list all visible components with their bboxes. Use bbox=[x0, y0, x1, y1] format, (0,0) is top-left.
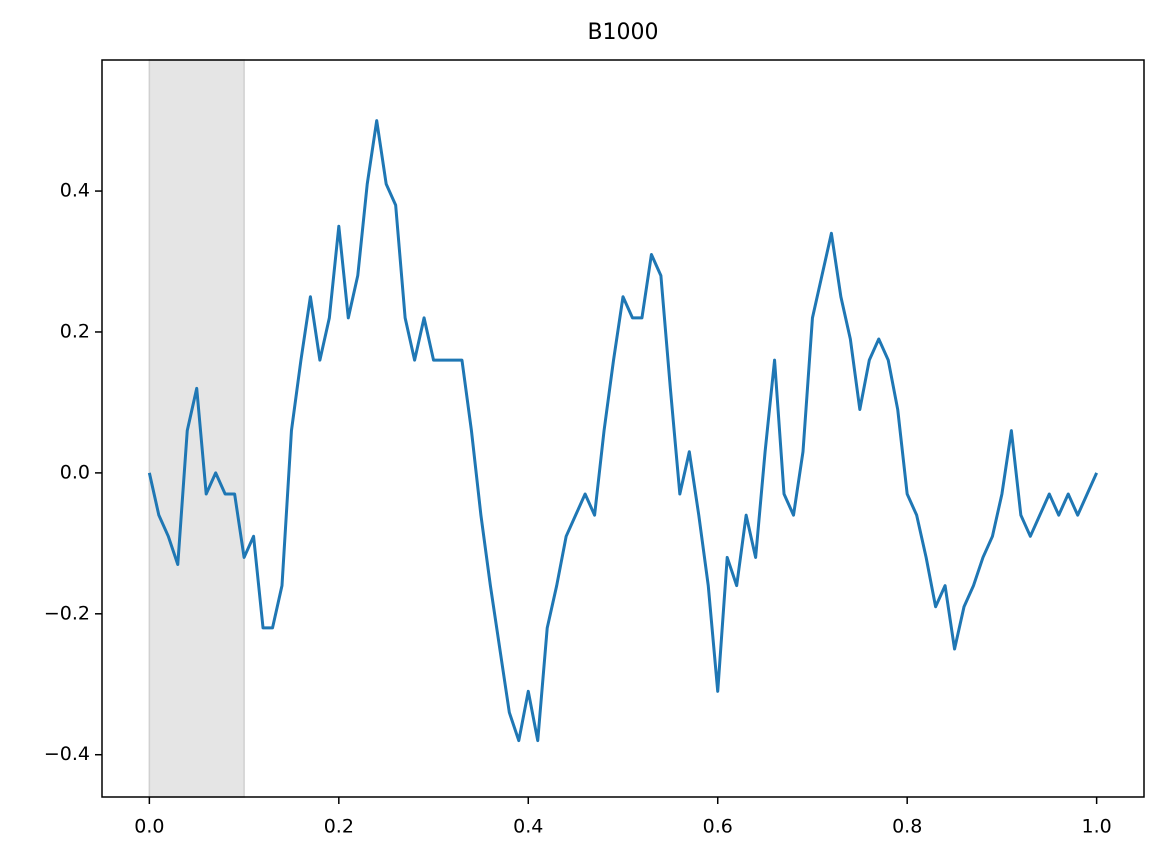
x-tick-label: 0.6 bbox=[703, 816, 733, 838]
y-tick-label: −0.2 bbox=[44, 602, 90, 624]
y-tick-label: 0.4 bbox=[60, 180, 90, 202]
shaded-span bbox=[148, 59, 245, 798]
data-line bbox=[147, 119, 1099, 743]
x-tick-label: 1.0 bbox=[1082, 816, 1112, 838]
x-tick-label: 0.4 bbox=[513, 816, 543, 838]
x-tick-label: 0.0 bbox=[134, 816, 164, 838]
y-tick-label: −0.4 bbox=[44, 743, 90, 765]
y-tick-label: 0.2 bbox=[60, 320, 90, 342]
chart-title: B1000 bbox=[587, 20, 658, 45]
x-tick-label: 0.8 bbox=[892, 816, 922, 838]
plot-frame bbox=[101, 59, 1145, 798]
y-tick-label: 0.0 bbox=[60, 461, 90, 483]
x-tick-label: 0.2 bbox=[324, 816, 354, 838]
